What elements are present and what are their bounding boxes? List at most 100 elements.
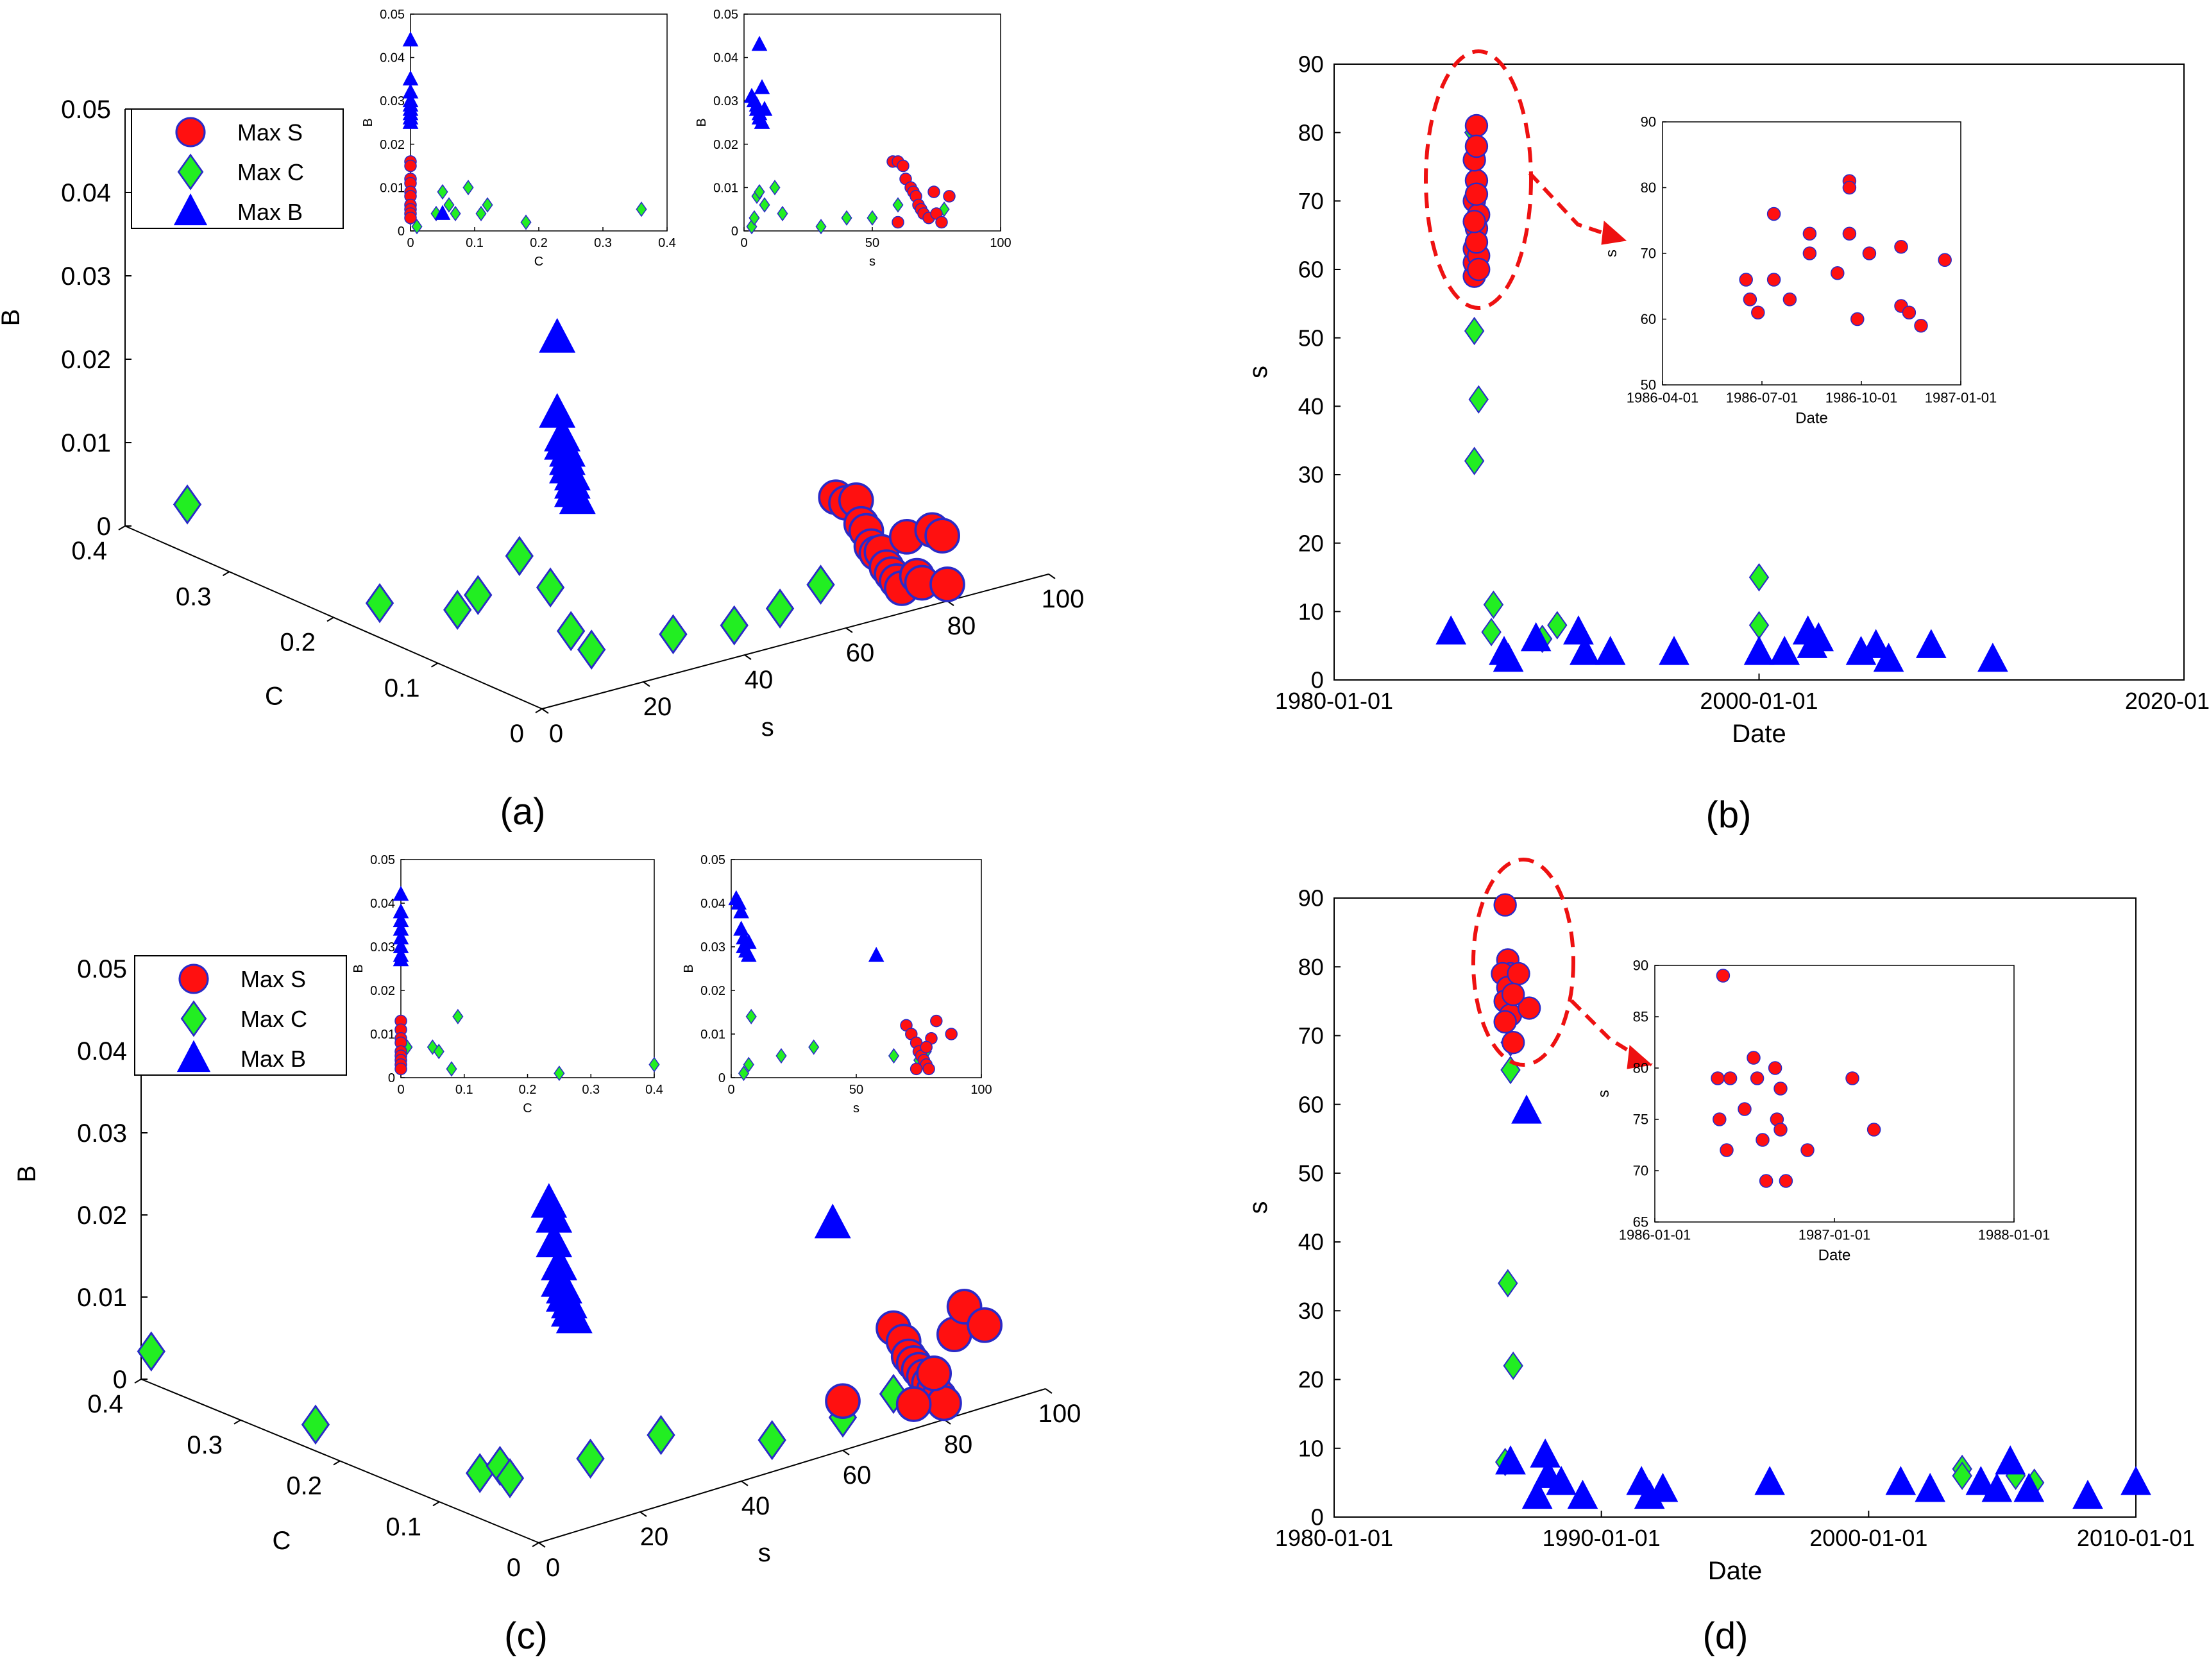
- c-tick: [134, 1379, 142, 1384]
- y-tick-label: 0.02: [700, 984, 725, 998]
- data-point: [1894, 240, 1908, 254]
- c-tick: [233, 1419, 241, 1425]
- data-point: [1563, 615, 1594, 645]
- data-point: [1739, 273, 1753, 287]
- data-point: [1521, 1479, 1553, 1509]
- data-point: [576, 1438, 605, 1479]
- data-point: [404, 211, 417, 225]
- s-axis-line: [541, 573, 1049, 709]
- s-tick-label: 100: [1042, 585, 1085, 613]
- x-tick-label: 1986-04-01: [1627, 390, 1699, 406]
- legend-box: [131, 108, 344, 229]
- data-point: [777, 205, 788, 222]
- data-point: [1873, 642, 1904, 672]
- data-point: [1750, 1071, 1765, 1085]
- data-point: [1723, 1071, 1738, 1085]
- s-tick-label: 100: [1038, 1400, 1081, 1428]
- b-tick-label: 0.01: [61, 429, 111, 457]
- c-tick-label: 0.4: [87, 1390, 123, 1418]
- x-tick-label: 1988-01-01: [1978, 1227, 2051, 1243]
- plot-frame: [410, 13, 668, 232]
- data-point: [1902, 305, 1917, 319]
- data-point: [659, 614, 688, 655]
- data-point: [2120, 1466, 2151, 1495]
- s-tick: [643, 681, 650, 687]
- data-point: [967, 1307, 1003, 1343]
- y-tick-label: 65: [1633, 1214, 1648, 1230]
- panel-label: (a): [500, 791, 546, 833]
- y-tick-label: 80: [1633, 1060, 1648, 1076]
- data-point: [647, 1414, 675, 1455]
- data-point: [437, 184, 448, 200]
- data-point: [754, 184, 765, 200]
- data-point: [1885, 1466, 1917, 1495]
- legend-marker: [173, 193, 208, 226]
- s-tick-label: 40: [741, 1492, 770, 1520]
- data-point: [539, 318, 576, 353]
- s-axis-line: [538, 1388, 1046, 1543]
- y-tick-label: 0.01: [700, 1028, 725, 1042]
- c-tick-label: 0.4: [71, 537, 107, 565]
- s-tick: [1048, 573, 1056, 579]
- y-tick-label: 60: [1641, 311, 1656, 327]
- inset-plot: 0 50 100 0 0.01 0.02 0.03 0.04 0.05 s B: [695, 8, 1011, 269]
- y-tick-label: 80: [1641, 180, 1656, 196]
- data-point: [1493, 642, 1524, 672]
- data-point: [743, 1056, 754, 1073]
- legend-label: Max C: [237, 159, 304, 185]
- y-tick-label: 0.05: [713, 8, 738, 22]
- x-axis-label: Date: [1818, 1246, 1851, 1264]
- b-tick-label: 0.05: [77, 955, 127, 983]
- c-tick: [222, 571, 230, 577]
- data-point: [482, 197, 493, 213]
- data-point: [945, 1028, 958, 1040]
- y-tick-label: 0.04: [380, 51, 405, 65]
- y-tick-label: 50: [1298, 1160, 1324, 1186]
- x-axis-label: C: [523, 1101, 532, 1116]
- s-tick-label: 0: [549, 720, 563, 748]
- s-tick: [541, 708, 549, 714]
- data-point: [1511, 1094, 1542, 1124]
- x-tick-label: 1986-07-01: [1726, 390, 1799, 406]
- y-tick-label: 90: [1298, 51, 1324, 78]
- data-point: [930, 1014, 943, 1028]
- data-point: [462, 180, 474, 196]
- b-tick-label: 0.04: [77, 1037, 127, 1065]
- y-tick-label: 30: [1298, 1298, 1324, 1324]
- arrow-head: [1601, 220, 1627, 245]
- data-point: [1503, 1351, 1523, 1380]
- data-point: [720, 605, 749, 646]
- data-point: [1759, 1174, 1773, 1188]
- s-tick-label: 80: [947, 612, 976, 640]
- y-tick-label: 10: [1298, 598, 1324, 625]
- c-tick: [430, 662, 439, 668]
- data-point: [1743, 636, 1775, 665]
- x-tick-label: 0.1: [466, 236, 484, 250]
- data-point: [765, 588, 795, 629]
- data-point: [443, 197, 455, 213]
- b-tick-label: 0.03: [77, 1119, 127, 1148]
- x-tick-label: 50: [849, 1083, 863, 1097]
- data-point: [636, 201, 647, 217]
- x-tick-label: 0.1: [455, 1083, 473, 1097]
- y-tick-label: 0.01: [370, 1028, 395, 1042]
- x-tick-label: 2010-01-01: [2077, 1525, 2195, 1551]
- x-tick-label: 2000-01-01: [1700, 688, 1818, 714]
- inset-plot: 1986-04-01 1986-07-01 1986-10-01 1987-01-01…: [1603, 114, 1997, 427]
- data-point: [1716, 969, 1731, 983]
- data-point: [1914, 319, 1928, 333]
- y-tick-label: 20: [1298, 1366, 1324, 1393]
- data-point: [1769, 636, 1800, 665]
- plot-frame: [731, 859, 982, 1078]
- x-axis-label: C: [534, 255, 543, 269]
- y-axis-label: s: [1244, 366, 1273, 378]
- data-point: [1779, 1174, 1793, 1188]
- data-point: [1517, 996, 1541, 1020]
- data-point: [740, 933, 757, 949]
- x-tick-label: 0: [397, 1083, 404, 1097]
- data-point: [1756, 1133, 1770, 1147]
- y-tick-label: 80: [1298, 954, 1324, 980]
- panel-label: (c): [504, 1615, 548, 1657]
- data-point: [433, 1044, 444, 1060]
- highlight-ellipse: [1424, 49, 1533, 310]
